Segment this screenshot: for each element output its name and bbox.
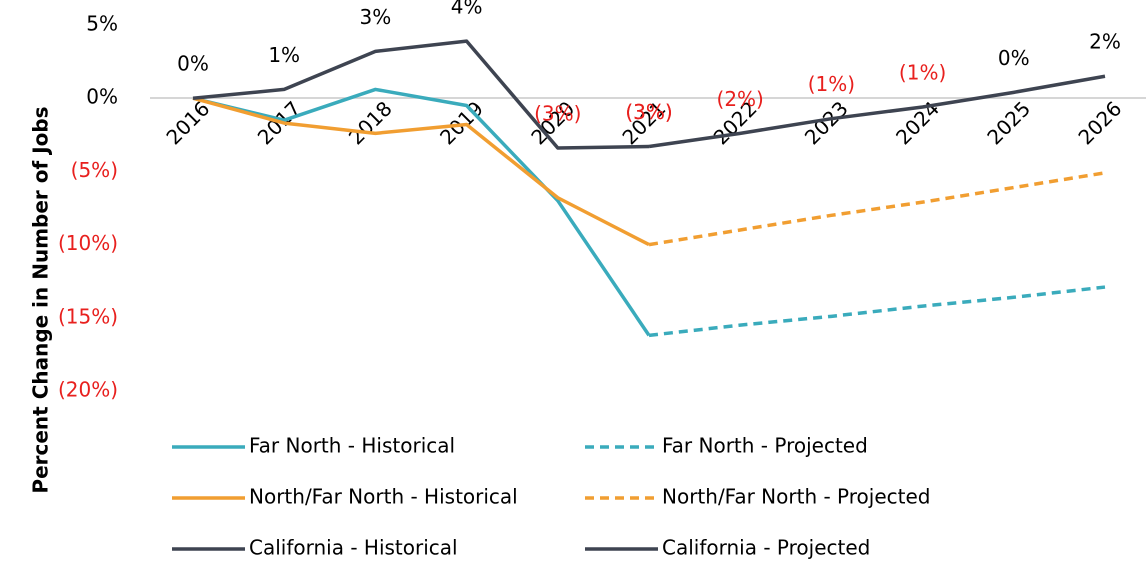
data-label: (1%): [899, 60, 946, 84]
data-label: (3%): [625, 100, 672, 124]
legend-label: North/Far North - Historical: [249, 485, 518, 509]
y-tick-label: (15%): [58, 304, 118, 328]
data-label: 0%: [998, 46, 1030, 70]
y-tick-label: (10%): [58, 231, 118, 255]
data-label: (2%): [717, 87, 764, 111]
data-label: 0%: [177, 52, 209, 76]
data-label: 1%: [268, 43, 300, 67]
y-tick-label: 5%: [86, 12, 118, 36]
y-tick-label: (5%): [71, 158, 118, 182]
x-tick-label: 2026: [1073, 96, 1126, 149]
data-label: 4%: [451, 0, 483, 19]
legend-label: North/Far North - Projected: [662, 485, 930, 509]
data-label: (3%): [625, 100, 672, 124]
series-line: [648, 171, 1106, 247]
x-tick-label: 2025: [982, 96, 1035, 149]
data-label: (1%): [808, 72, 855, 96]
data-label: (3%): [534, 101, 581, 125]
series-line: [192, 39, 650, 150]
data-label: 2%: [1089, 30, 1121, 54]
legend-label: California - Projected: [662, 536, 870, 560]
series-line: [192, 87, 651, 337]
y-tick-label: 0%: [86, 85, 118, 109]
y-tick-label: (20%): [58, 378, 118, 402]
legend-label: Far North - Projected: [662, 434, 868, 458]
series-line: [648, 74, 1106, 149]
x-tick-label: 2016: [161, 96, 214, 149]
x-tick-label: 2018: [344, 96, 397, 149]
legend-label: California - Historical: [249, 536, 458, 560]
legend-label: Far North - Historical: [249, 434, 455, 458]
y-axis-title: Percent Change in Number of Jobs: [29, 106, 53, 493]
data-label: 3%: [360, 5, 392, 29]
series-line: [192, 96, 650, 247]
series-line: [648, 285, 1106, 338]
